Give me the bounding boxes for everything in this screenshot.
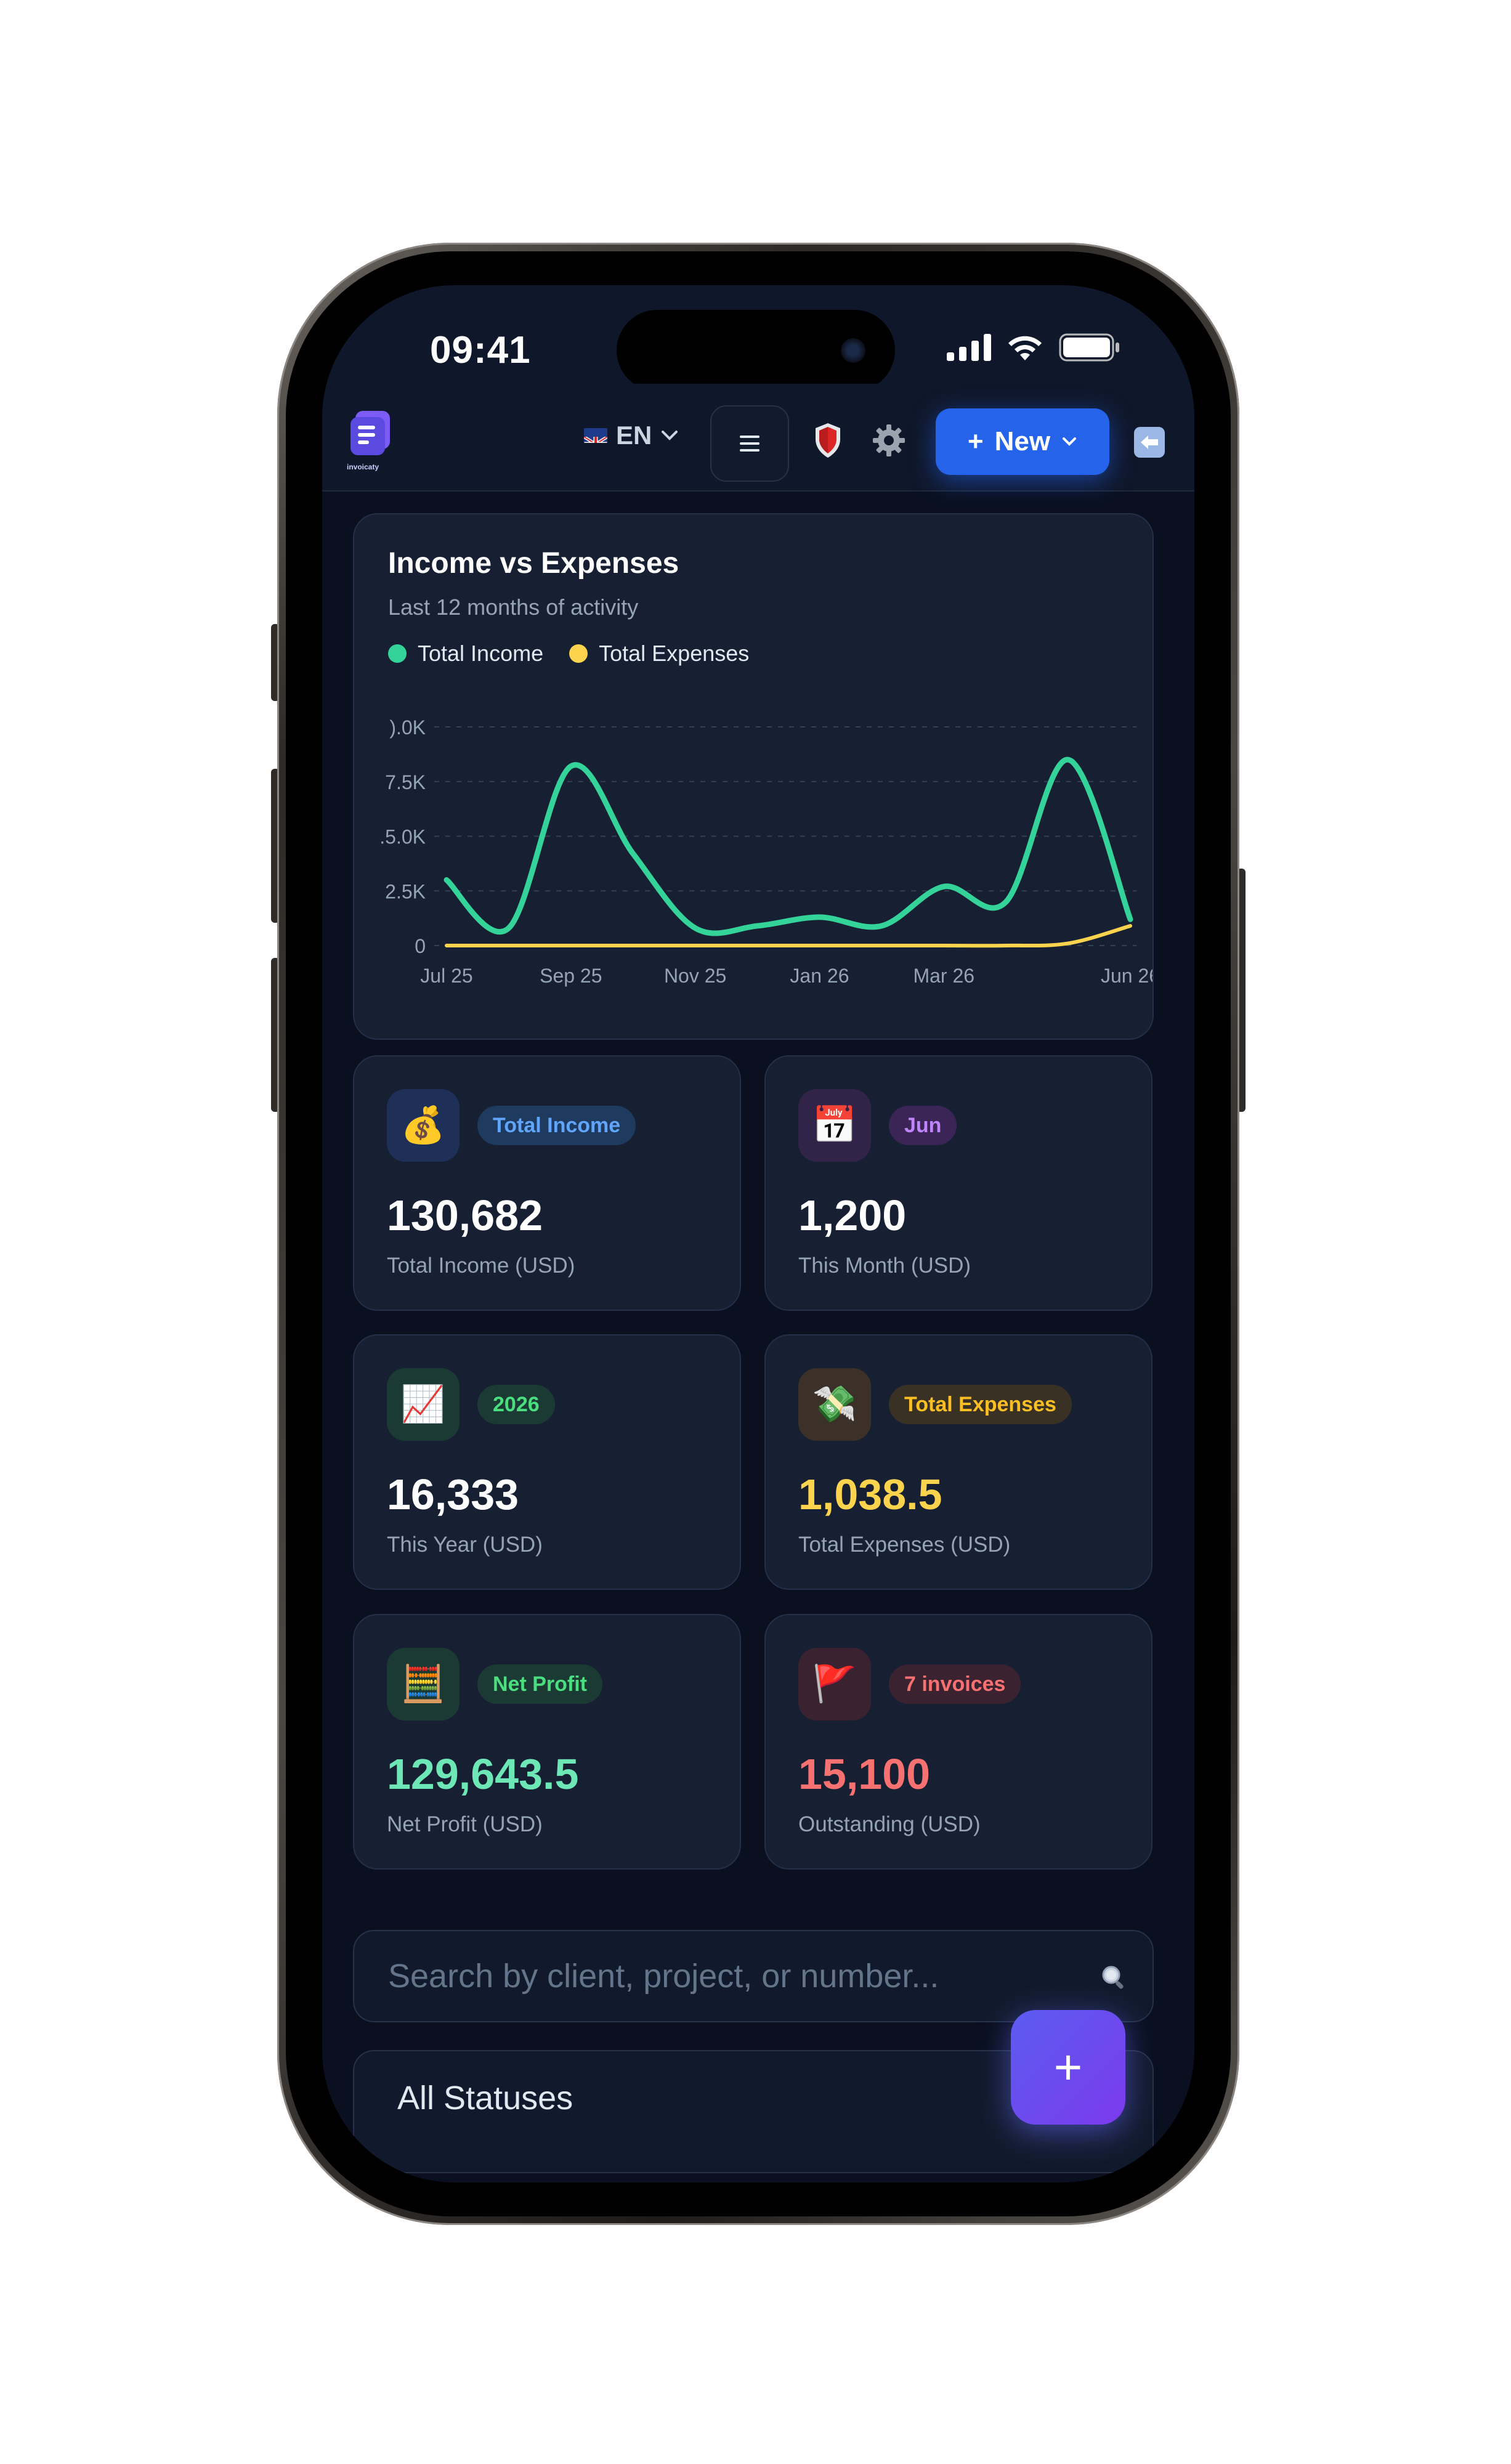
y-tick-label: 7.5K (385, 771, 426, 793)
language-label: EN (616, 421, 652, 450)
stat-label: Net Profit (USD) (387, 1812, 543, 1836)
x-tick-label: Nov 25 (664, 965, 726, 987)
stat-card[interactable]: 🚩 7 invoices 15,100 Outstanding (USD) (764, 1614, 1152, 1870)
legend-label-income: Total Income (418, 641, 544, 666)
stat-label: Total Income (USD) (387, 1254, 575, 1278)
chart-legend: Total Income Total Expenses (388, 641, 749, 667)
shield-icon (816, 423, 840, 458)
stat-value: 1,038.5 (798, 1470, 942, 1518)
expenses-series-line (445, 924, 1132, 948)
x-tick-label: Sep 25 (540, 965, 602, 987)
chart-up-icon: 📈 (387, 1368, 460, 1441)
calendar-icon: 📅 (798, 1089, 871, 1162)
stat-card[interactable]: 🧮 Net Profit 129,643.5 Net Profit (USD) (353, 1614, 741, 1870)
stat-value: 16,333 (387, 1470, 519, 1518)
app-header: invoicaty EN (322, 384, 1194, 492)
stat-badge: Total Income (477, 1106, 636, 1145)
search-input[interactable] (354, 1931, 1152, 2021)
invoice-logo-icon (350, 411, 390, 455)
legend-dot-expenses (569, 644, 588, 663)
stat-card[interactable]: 📅 Jun 1,200 This Month (USD) (764, 1055, 1152, 1311)
logo-text: invoicaty (347, 463, 379, 471)
stat-value: 1,200 (798, 1191, 907, 1239)
stat-label: This Year (USD) (387, 1533, 543, 1557)
y-tick-label: ).0K (389, 716, 426, 739)
plus-icon: + (1053, 2040, 1083, 2094)
chart-title: Income vs Expenses (388, 547, 679, 580)
legend-dot-income (388, 644, 407, 663)
chevron-down-icon (1063, 437, 1077, 446)
stat-badge: Jun (889, 1106, 957, 1145)
status-filter-value: All Statuses (397, 2080, 573, 2117)
plus-icon: + (967, 426, 984, 456)
line-chart: 0 2.5K .5.0K 7.5K ).0K Jul 25 Sep 25 Nov 25 Jan … (379, 716, 1154, 987)
x-tick-label: Jan 26 (790, 965, 849, 987)
new-button-label: New (994, 426, 1051, 456)
stat-card[interactable]: 📈 2026 16,333 This Year (USD) (353, 1334, 741, 1590)
y-tick-label: .5.0K (379, 826, 426, 848)
language-selector[interactable]: EN (584, 421, 679, 450)
x-tick-label: Jul 25 (420, 965, 472, 987)
app-logo[interactable] (347, 408, 396, 468)
x-tick-label: Jun 26 (1101, 965, 1154, 987)
stat-badge: Net Profit (477, 1664, 602, 1704)
status-time: 09:41 (430, 329, 531, 371)
status-icons (947, 333, 1120, 362)
stat-label: Total Expenses (USD) (798, 1533, 1011, 1557)
gear-icon (873, 424, 905, 456)
stat-value: 130,682 (387, 1191, 543, 1239)
camera-icon (841, 338, 865, 363)
stat-badge: Total Expenses (889, 1385, 1072, 1424)
dynamic-island (617, 310, 895, 391)
income-expenses-chart-card: Income vs Expenses Last 12 months of act… (353, 513, 1154, 1040)
legend-label-expenses: Total Expenses (599, 641, 750, 666)
menu-button[interactable] (710, 405, 789, 482)
stat-label: Outstanding (USD) (798, 1812, 981, 1836)
uk-flag-icon (584, 428, 607, 443)
new-button[interactable]: + New (936, 408, 1109, 475)
security-button[interactable] (813, 422, 843, 459)
search-box[interactable] (353, 1930, 1154, 2022)
abacus-icon: 🧮 (387, 1648, 460, 1720)
chevron-down-icon (662, 431, 678, 440)
battery-icon (1059, 333, 1119, 362)
stat-label: This Month (USD) (798, 1254, 971, 1278)
stat-badge: 2026 (477, 1385, 555, 1424)
hamburger-icon (740, 436, 760, 452)
legend-item-expenses[interactable]: Total Expenses (569, 641, 749, 667)
y-tick-label: 0 (415, 935, 426, 957)
phone-screen: 09:41 (322, 285, 1194, 2182)
settings-button[interactable] (870, 422, 907, 459)
chart-subtitle: Last 12 months of activity (388, 594, 639, 620)
floating-add-button[interactable]: + (1011, 2010, 1125, 2125)
stat-card[interactable]: 💰 Total Income 130,682 Total Income (USD) (353, 1055, 741, 1311)
red-flag-icon: 🚩 (798, 1648, 871, 1720)
flying-money-icon: 💸 (798, 1368, 871, 1441)
stat-value: 129,643.5 (387, 1750, 579, 1798)
stat-card[interactable]: 💸 Total Expenses 1,038.5 Total Expenses (US… (764, 1334, 1152, 1590)
income-series-line (444, 756, 1133, 936)
x-tick-label: Mar 26 (913, 965, 974, 987)
y-tick-label: 2.5K (385, 880, 426, 902)
search-icon[interactable] (1100, 1963, 1128, 1992)
money-bag-icon: 💰 (387, 1089, 460, 1162)
back-arrow-icon (1141, 436, 1158, 449)
stat-badge: 7 invoices (889, 1664, 1021, 1704)
stat-value: 15,100 (798, 1750, 931, 1798)
wifi-icon (1008, 336, 1042, 360)
legend-item-income[interactable]: Total Income (388, 641, 543, 667)
logout-button[interactable] (1134, 427, 1165, 458)
signal-icon (947, 334, 991, 361)
